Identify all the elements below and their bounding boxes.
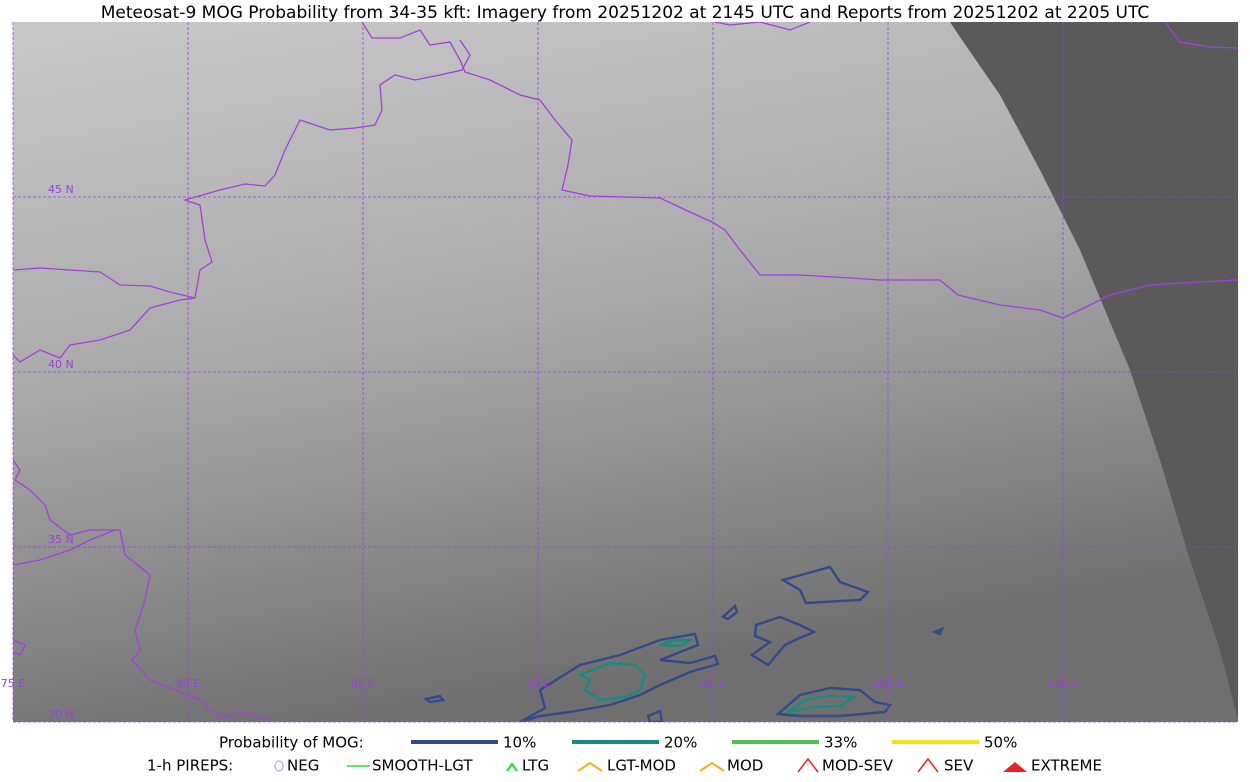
title: Meteosat-9 MOG Probability from 34-35 kf…: [101, 3, 1150, 23]
legend-label: 10%: [503, 734, 536, 752]
border: [13, 459, 271, 721]
lat-label: 30 N: [48, 708, 74, 721]
border: [714, 22, 811, 31]
lat-label: 45 N: [48, 183, 74, 196]
legend: Probability of MOG: 10% 20% 33% 50% 1-h PIREP…: [147, 734, 1102, 775]
legend-label: LGT-MOD: [607, 757, 676, 775]
lon-label: 105 E: [1047, 677, 1078, 690]
contour: [775, 686, 893, 718]
contour: [423, 694, 446, 704]
legend-icon: [274, 760, 284, 772]
border: [13, 529, 116, 566]
legend-title: Probability of MOG:: [219, 734, 364, 752]
lat-label: 35 N: [48, 533, 74, 546]
contour: [577, 661, 647, 702]
legend-label: EXTREME: [1031, 757, 1102, 775]
legend-icon: [797, 757, 819, 773]
no-data-region: [950, 22, 1238, 720]
legend-label: MOD-SEV: [822, 757, 894, 775]
legend-icon: [699, 761, 725, 772]
legend-label: SEV: [944, 757, 974, 775]
legend-icon: [1003, 762, 1027, 772]
contour: [646, 709, 664, 722]
lon-label: 85 E: [351, 677, 375, 690]
legend-label: 50%: [984, 734, 1017, 752]
legend-label: LTG: [522, 757, 549, 775]
legend-label: SMOOTH-LGT: [372, 757, 473, 775]
graticule: 45 N 40 N 35 N 30 N 75 E 80 E 85 E 90 E 95 E 100 …: [1, 22, 1238, 723]
border: [361, 22, 1238, 319]
border: [13, 39, 471, 363]
legend-label: 33%: [824, 734, 857, 752]
border: [13, 639, 26, 656]
contour: [787, 694, 857, 714]
contour: [720, 603, 739, 621]
legend-title: 1-h PIREPS:: [147, 757, 233, 775]
contour: [659, 638, 695, 648]
border: [1164, 22, 1238, 49]
legend-icon: [506, 762, 518, 772]
border: [13, 267, 196, 299]
contour: [931, 626, 945, 636]
contour: [749, 615, 817, 667]
legend-label: 20%: [664, 734, 697, 752]
legend-label: NEG: [287, 757, 319, 775]
lon-label: 80 E: [176, 677, 200, 690]
legend-label: MOD: [727, 757, 763, 775]
lon-label: 100 E: [872, 677, 903, 690]
contour: [779, 565, 871, 605]
lon-label: 75 E: [1, 677, 25, 690]
legend-icon: [917, 757, 939, 773]
legend-icon: [577, 761, 603, 772]
lat-label: 40 N: [48, 358, 74, 371]
lon-label: 95 E: [701, 677, 725, 690]
contour: [519, 632, 720, 722]
lon-label: 90 E: [526, 677, 550, 690]
